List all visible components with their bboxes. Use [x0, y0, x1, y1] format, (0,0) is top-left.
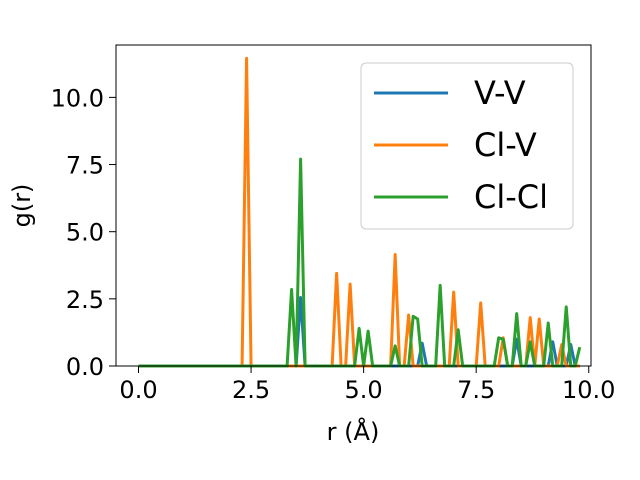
y-axis: 0.0 2.5 5.0 7.5 10.0 — [51, 84, 116, 381]
x-tick-label: 2.5 — [232, 376, 270, 404]
legend-label-cl-v: Cl-V — [474, 126, 537, 164]
legend: V-V Cl-V Cl-Cl — [360, 62, 574, 230]
x-axis-label: r (Å) — [327, 417, 380, 446]
legend-label-cl-cl: Cl-Cl — [474, 178, 548, 216]
y-tick-label: 10.0 — [51, 84, 104, 112]
y-tick-label: 0.0 — [66, 353, 104, 381]
y-tick-label: 7.5 — [66, 152, 104, 180]
series-line-cl-v — [138, 56, 580, 368]
y-tick-label: 2.5 — [66, 286, 104, 314]
x-tick-label: 0.0 — [119, 376, 157, 404]
x-tick-label: 5.0 — [345, 376, 383, 404]
y-axis-label: g(r) — [8, 184, 36, 228]
plot-frame — [115, 44, 592, 367]
y-tick-label: 5.0 — [66, 219, 104, 247]
x-tick-label: 10.0 — [562, 376, 615, 404]
x-tick-label: 7.5 — [457, 376, 495, 404]
series-line-cl-cl — [138, 157, 582, 368]
legend-label-v-v: V-V — [474, 74, 526, 112]
legend-frame — [360, 62, 574, 230]
x-axis: 0.0 2.5 5.0 7.5 10.0 — [119, 366, 615, 404]
